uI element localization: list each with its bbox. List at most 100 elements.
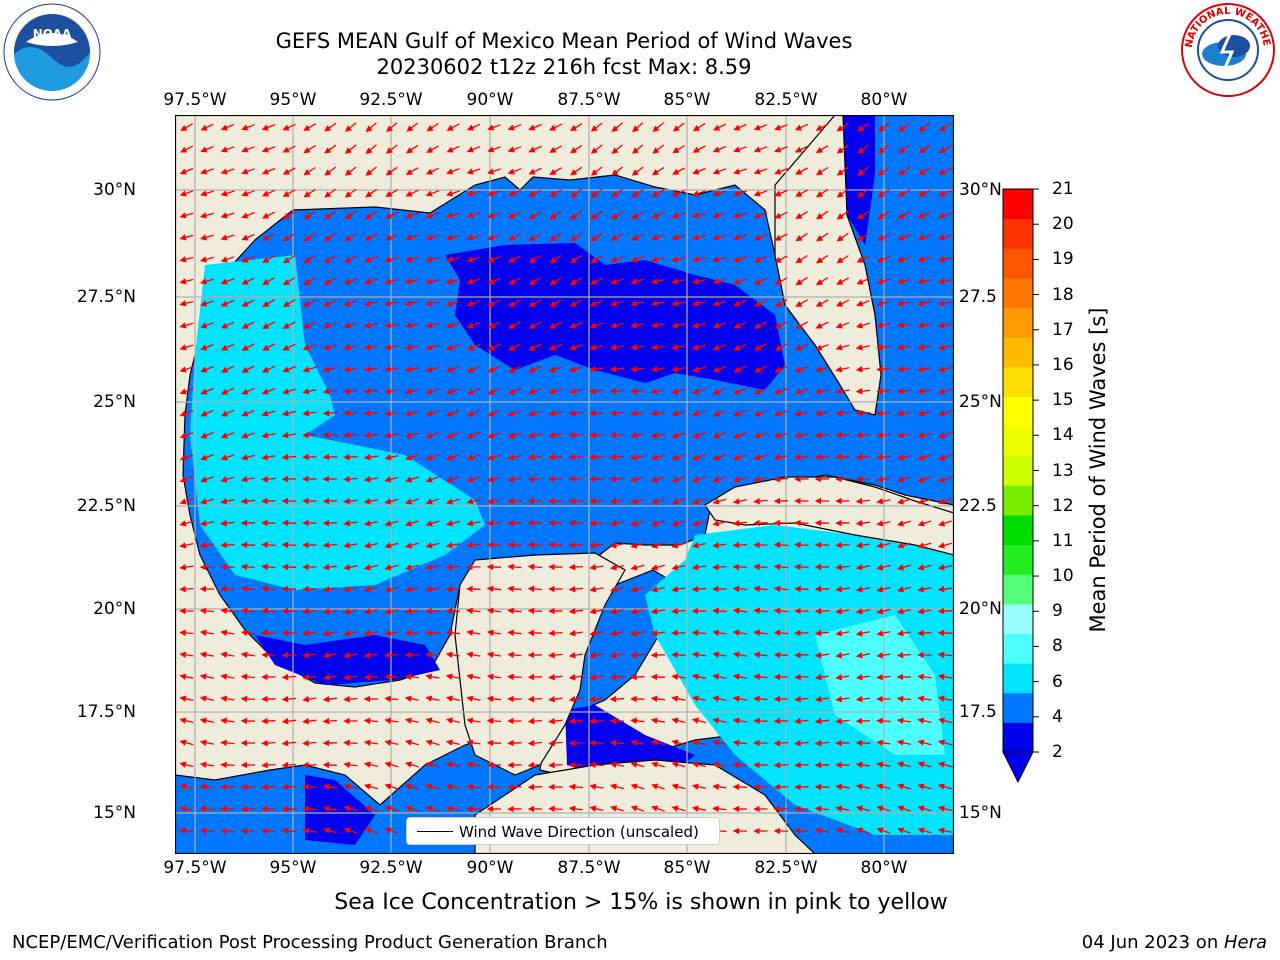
colorbar-tick-label: 20 (1052, 214, 1074, 235)
wave-direction-arrow (630, 783, 645, 790)
wave-direction-arrow (835, 409, 850, 417)
wave-direction-arrow (815, 343, 829, 351)
wave-direction-arrow (405, 454, 419, 461)
wave-direction-arrow (528, 123, 542, 131)
wave-direction-arrow (385, 211, 399, 219)
wave-direction-arrow (404, 388, 420, 395)
wave-direction-arrow (302, 651, 317, 659)
wave-direction-arrow (917, 300, 932, 307)
wave-direction-arrow (507, 563, 522, 571)
wave-direction-arrow (384, 805, 399, 812)
wave-direction-arrow (466, 234, 481, 241)
wave-direction-arrow (548, 717, 563, 725)
wave-direction-arrow (876, 498, 891, 505)
wave-direction-arrow (343, 453, 358, 461)
colorbar-extend-arrow (1002, 751, 1034, 784)
wave-direction-arrow (261, 585, 276, 593)
wave-direction-arrow (630, 365, 645, 373)
wave-direction-arrow (733, 190, 747, 197)
wave-direction-arrow (322, 652, 338, 659)
wave-direction-arrow (835, 563, 850, 571)
colorbar-tick-label: 2 (1052, 742, 1063, 762)
wave-direction-arrow (855, 739, 871, 747)
wave-direction-arrow (732, 783, 748, 791)
wave-direction-arrow (609, 739, 625, 747)
colorbar-segment (1003, 485, 1033, 516)
wave-direction-arrow (857, 188, 870, 198)
wave-direction-arrow (773, 761, 789, 769)
wave-direction-arrow (570, 232, 583, 242)
wave-direction-arrow (732, 519, 747, 527)
wave-direction-arrow (179, 453, 194, 461)
wave-direction-arrow (282, 211, 296, 220)
wave-direction-arrow (507, 585, 522, 593)
wave-direction-arrow (549, 167, 562, 175)
wave-direction-arrow (712, 805, 727, 813)
wave-direction-arrow (343, 673, 358, 681)
wave-direction-arrow (835, 717, 850, 725)
colorbar-segment (1003, 426, 1033, 457)
wave-direction-arrow (876, 255, 891, 263)
wave-direction-arrow (856, 827, 870, 834)
wave-direction-arrow (611, 122, 623, 133)
tick-label: 97.5°W (163, 90, 227, 110)
wave-direction-arrow (897, 233, 911, 241)
wave-direction-arrow (384, 343, 399, 351)
wave-direction-arrow (404, 739, 419, 746)
wave-direction-arrow (240, 651, 256, 659)
wave-direction-arrow (179, 322, 194, 329)
wave-direction-arrow (753, 255, 768, 263)
wave-direction-arrow (446, 453, 460, 461)
wave-direction-arrow (262, 277, 275, 285)
wave-direction-arrow (609, 608, 624, 615)
wave-direction-arrow (425, 783, 440, 790)
wave-direction-arrow (733, 431, 747, 439)
wave-direction-arrow (281, 695, 297, 703)
wave-direction-arrow (261, 783, 276, 791)
wave-direction-arrow (323, 322, 337, 329)
wave-direction-arrow (876, 608, 891, 615)
wave-direction-arrow (363, 717, 379, 725)
wave-direction-arrow (774, 211, 788, 219)
wave-direction-arrow (753, 233, 768, 241)
wave-direction-arrow (261, 717, 276, 725)
wave-direction-arrow (650, 608, 666, 615)
wave-direction-arrow (773, 739, 789, 747)
wave-direction-arrow (466, 717, 481, 724)
wave-direction-arrow (261, 629, 276, 637)
wave-direction-arrow (570, 188, 583, 198)
wave-direction-arrow (692, 498, 706, 505)
wave-direction-arrow (199, 673, 215, 680)
wave-direction-arrow (691, 322, 706, 329)
wave-direction-arrow (774, 189, 788, 197)
wave-direction-arrow (241, 146, 255, 153)
wave-direction-arrow (938, 520, 952, 527)
wave-direction-arrow (240, 476, 256, 483)
colorbar-tick-label: 4 (1052, 706, 1063, 727)
wave-direction-arrow (590, 232, 603, 242)
wave-direction-arrow (303, 123, 317, 131)
wave-direction-arrow (937, 695, 953, 702)
wave-direction-arrow (836, 210, 849, 220)
wave-direction-arrow (589, 519, 604, 527)
wave-direction-arrow (261, 387, 276, 395)
wave-direction-arrow (425, 805, 440, 812)
wave-direction-arrow (753, 651, 768, 659)
wave-direction-arrow (652, 122, 664, 133)
wave-direction-arrow (507, 629, 522, 637)
wave-direction-arrow (712, 498, 727, 505)
colorbar-tick-label: 9 (1052, 601, 1063, 622)
wave-direction-arrow (856, 277, 870, 285)
wave-direction-arrow (611, 144, 623, 154)
wave-direction-arrow (179, 256, 194, 263)
wave-direction-arrow (406, 144, 419, 154)
colorbar-segment (1003, 455, 1033, 486)
wave-direction-arrow (240, 454, 255, 461)
colorbar-tick-label: 15 (1052, 390, 1074, 411)
wave-direction-arrow (857, 144, 870, 154)
wave-direction-arrow (814, 629, 830, 637)
wave-direction-arrow (486, 497, 502, 505)
wave-direction-arrow (322, 630, 338, 637)
wave-direction-arrow (262, 255, 276, 263)
wave-direction-arrow (609, 761, 625, 768)
